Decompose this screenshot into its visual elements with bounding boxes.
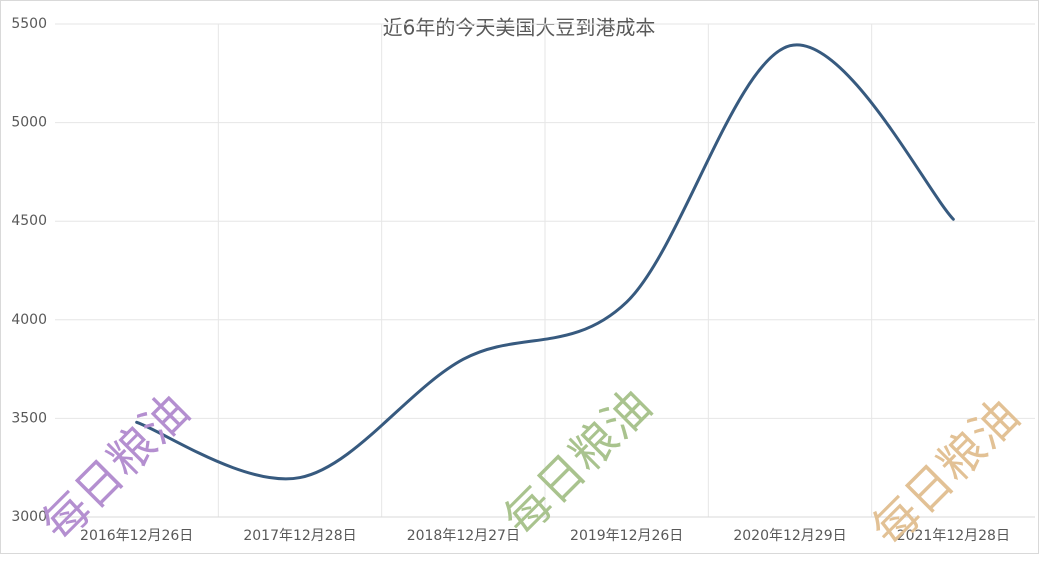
line xyxy=(135,43,955,481)
x-tick-label: 2019年12月26日 xyxy=(570,528,683,544)
y-tick-label: 4500 xyxy=(11,213,47,229)
y-tick-label: 3000 xyxy=(11,509,47,525)
y-tick-label: 4000 xyxy=(11,312,47,328)
y-tick-label: 5000 xyxy=(11,115,47,131)
x-tick-label: 2017年12月28日 xyxy=(243,528,356,544)
chart-title: 近6年的今天美国大豆到港成本 xyxy=(383,16,656,40)
x-tick-label: 2018年12月27日 xyxy=(407,528,520,544)
y-tick-label: 3500 xyxy=(11,410,47,426)
x-tick-label: 2016年12月26日 xyxy=(80,528,193,544)
x-tick-label: 2020年12月29日 xyxy=(733,528,846,544)
y-tick-label: 5500 xyxy=(11,16,47,32)
x-tick-label: 2021年12月28日 xyxy=(897,528,1010,544)
